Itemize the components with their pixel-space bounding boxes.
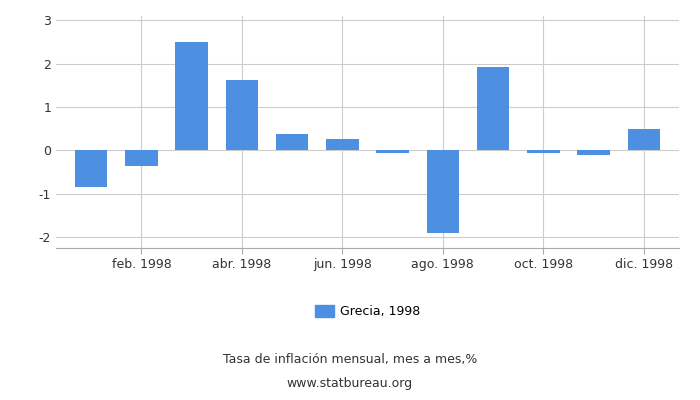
Bar — [75, 150, 108, 187]
Bar — [225, 80, 258, 150]
Bar — [326, 139, 358, 150]
Bar — [527, 150, 560, 153]
Text: Tasa de inflación mensual, mes a mes,%: Tasa de inflación mensual, mes a mes,% — [223, 354, 477, 366]
Legend: Grecia, 1998: Grecia, 1998 — [315, 305, 420, 318]
Bar — [175, 42, 208, 150]
Bar — [627, 129, 660, 150]
Text: www.statbureau.org: www.statbureau.org — [287, 378, 413, 390]
Bar — [377, 150, 409, 152]
Bar — [276, 134, 309, 150]
Bar — [578, 150, 610, 155]
Bar — [426, 150, 459, 233]
Bar — [125, 150, 158, 166]
Bar — [477, 67, 510, 150]
